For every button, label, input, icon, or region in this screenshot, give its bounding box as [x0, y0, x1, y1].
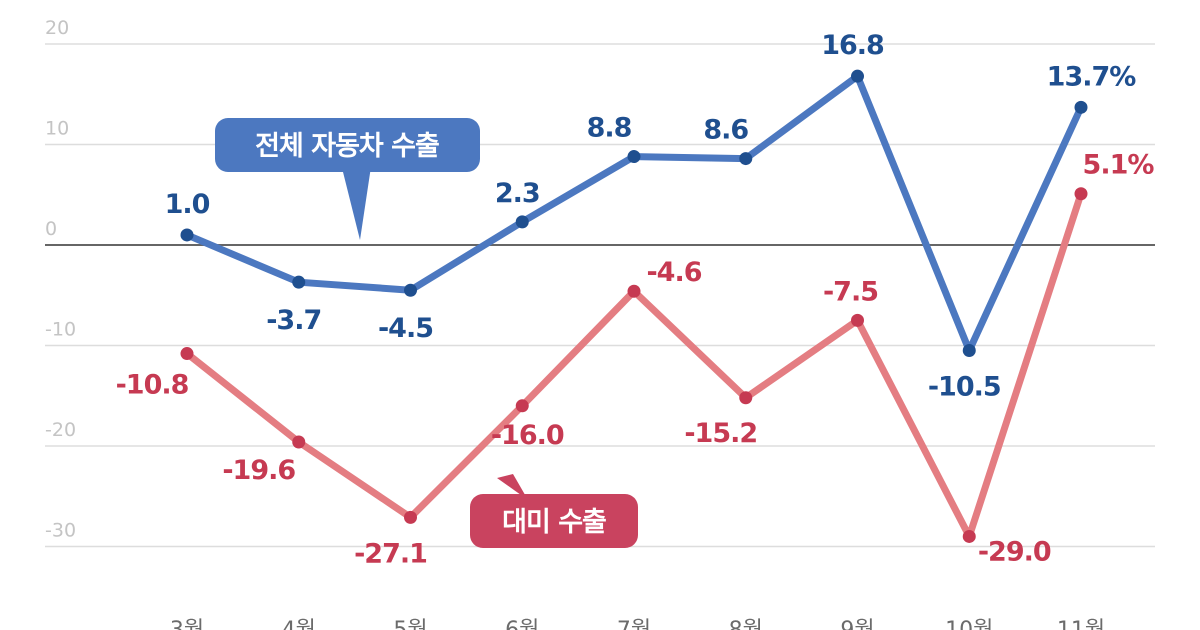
y-tick-label: -20 [45, 419, 76, 441]
data-point-total [292, 275, 306, 289]
data-label-us: -27.1 [354, 538, 427, 569]
data-point-total [404, 283, 417, 297]
data-label-total: 8.8 [587, 113, 632, 144]
x-tick-label: 11월 [1057, 618, 1105, 630]
legend-callout-us: 대미 수출 [470, 474, 638, 548]
data-point-total [851, 69, 864, 83]
data-label-total: 8.6 [703, 115, 748, 146]
data-point-us [515, 399, 529, 413]
data-label-total: 1.0 [165, 189, 210, 220]
data-label-us: -16.0 [491, 420, 564, 451]
legend-callout-total: 전체 자동차 수출 [215, 118, 480, 240]
callout-pointer-total [340, 160, 372, 240]
data-label-total: -4.5 [378, 313, 433, 344]
data-label-us: -4.6 [646, 257, 701, 288]
data-point-us [1074, 187, 1088, 201]
data-label-total: -3.7 [266, 305, 321, 336]
data-point-total [739, 152, 753, 166]
x-tick-label: 6월 [505, 618, 539, 630]
x-tick-label: 7월 [617, 618, 651, 630]
data-label-us: -10.8 [116, 370, 189, 401]
callout-box-total [215, 118, 480, 172]
x-tick-label: 9월 [840, 618, 874, 630]
data-point-us [627, 284, 641, 298]
data-point-total [962, 344, 976, 358]
data-labels: 1.0 -3.7 -4.5 2.3 8.8 8.6 16.8 -10.5 13.7% -10.8 -… [116, 30, 1156, 569]
data-point-us [851, 313, 864, 327]
y-tick-label: -30 [45, 520, 76, 542]
data-label-us: -19.6 [222, 455, 295, 486]
data-label-total: 13.7% [1047, 61, 1137, 92]
data-point-us [180, 347, 194, 361]
x-tick-label: 4월 [282, 618, 316, 630]
y-tick-label: 10 [45, 118, 69, 140]
data-point-us [292, 435, 306, 449]
data-label-us: 5.1% [1083, 150, 1155, 181]
series-points [180, 69, 1088, 543]
y-tick-label: 20 [45, 17, 69, 39]
x-tick-label: 10월 [945, 618, 993, 630]
data-point-us [962, 529, 976, 543]
data-label-us: -15.2 [684, 418, 757, 449]
data-point-us [404, 510, 417, 524]
data-point-total [1074, 100, 1088, 114]
callout-box-us [470, 494, 638, 548]
data-point-total [515, 215, 529, 229]
x-tick-label: 8월 [729, 618, 763, 630]
legend-label-total: 전체 자동차 수출 [255, 131, 439, 162]
legend-label-us: 대미 수출 [502, 507, 606, 538]
data-point-total [627, 150, 641, 164]
y-tick-label: 0 [45, 218, 57, 240]
data-point-total [180, 228, 194, 242]
y-tick-label: -10 [45, 319, 76, 341]
x-tick-label: 3월 [170, 618, 204, 630]
data-label-total: 16.8 [821, 30, 884, 61]
data-label-total: -10.5 [928, 372, 1001, 403]
callout-pointer-us [497, 474, 528, 500]
x-tick-label: 5월 [393, 618, 427, 630]
data-point-us [739, 391, 753, 405]
data-label-us: -7.5 [823, 276, 878, 307]
data-label-total: 2.3 [495, 178, 540, 209]
data-label-us: -29.0 [978, 536, 1051, 567]
